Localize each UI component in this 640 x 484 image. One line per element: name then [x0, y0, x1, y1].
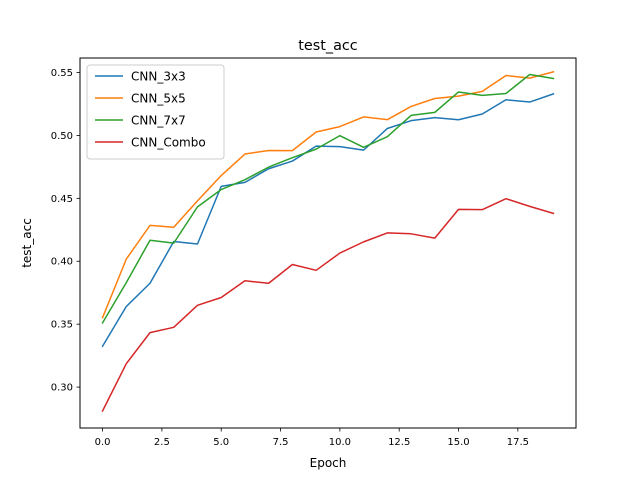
y-axis-label: test_acc	[20, 218, 34, 268]
x-axis: 0.0 2.5 5.0 7.5 10.0 12.5 15.0 17.5	[95, 428, 529, 448]
legend: CNN_3x3 CNN_5x5 CNN_7x7 CNN_Combo	[86, 64, 225, 160]
y-tick-label: 0.50	[51, 131, 73, 142]
series-group	[101, 70, 555, 413]
y-tick-label: 0.35	[51, 320, 73, 331]
x-tick-label: 12.5	[388, 437, 410, 448]
y-tick-label: 0.40	[51, 257, 73, 268]
x-axis-label: Epoch	[310, 456, 347, 470]
series-line-cnn-combo	[101, 197, 555, 413]
y-tick-label: 0.30	[51, 383, 73, 394]
legend-label: CNN_3x3	[131, 70, 186, 84]
series-line-cnn-7x7	[101, 73, 555, 324]
legend-label: CNN_5x5	[131, 92, 186, 106]
x-tick-label: 0.0	[95, 437, 111, 448]
x-tick-label: 2.5	[154, 437, 170, 448]
x-tick-label: 10.0	[329, 437, 351, 448]
legend-label: CNN_Combo	[131, 136, 206, 150]
chart-title: test_acc	[298, 38, 358, 54]
y-tick-label: 0.45	[51, 194, 73, 205]
x-tick-label: 5.0	[213, 437, 229, 448]
x-tick-label: 7.5	[273, 437, 289, 448]
legend-box	[86, 64, 225, 160]
x-tick-label: 15.0	[447, 437, 469, 448]
axes-frame	[79, 57, 577, 429]
legend-label: CNN_7x7	[131, 114, 186, 128]
series-line-cnn-5x5	[101, 70, 555, 319]
y-axis: 0.30 0.35 0.40 0.45 0.50 0.55	[51, 68, 80, 394]
y-tick-label: 0.55	[51, 68, 73, 79]
series-line-cnn-3x3	[101, 92, 555, 348]
x-tick-label: 17.5	[507, 437, 529, 448]
